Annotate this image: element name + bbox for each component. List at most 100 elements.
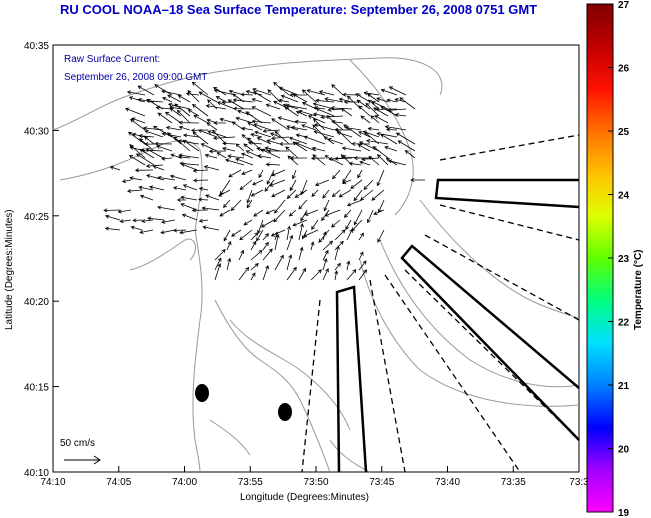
- current-arrow: [271, 189, 286, 198]
- current-arrow: [360, 189, 374, 201]
- current-arrow: [371, 100, 389, 110]
- current-arrow: [314, 179, 330, 187]
- current-arrow: [126, 90, 146, 96]
- current-arrow: [264, 179, 275, 192]
- current-arrow: [346, 199, 363, 207]
- current-arrow: [289, 179, 297, 192]
- current-arrow: [358, 232, 364, 241]
- colorbar-tick-label: 26: [618, 64, 630, 75]
- current-arrow: [394, 98, 407, 103]
- current-arrow: [353, 155, 370, 161]
- current-arrow: [154, 141, 173, 146]
- current-arrow: [313, 130, 335, 138]
- y-tick-label: 40:20: [24, 297, 49, 308]
- current-arrow: [212, 129, 227, 145]
- current-arrow: [177, 95, 191, 103]
- current-arrow: [334, 262, 341, 271]
- current-arrow: [216, 152, 227, 159]
- current-arrow: [278, 98, 290, 103]
- current-arrow: [363, 91, 380, 96]
- current-arrow: [219, 179, 231, 196]
- colorbar-label: Temperature (°C): [633, 250, 644, 331]
- current-arrow: [216, 101, 236, 110]
- current-arrow: [300, 179, 308, 196]
- current-arrow: [267, 148, 290, 153]
- current-arrow: [367, 126, 380, 131]
- current-arrow: [145, 148, 164, 159]
- current-arrow: [350, 179, 363, 189]
- current-arrow: [336, 128, 353, 145]
- current-arrow: [311, 146, 326, 152]
- current-arrow: [298, 246, 304, 261]
- current-arrow: [182, 139, 200, 152]
- current-arrow: [292, 141, 308, 152]
- current-arrow: [167, 94, 182, 103]
- current-arrow: [301, 101, 317, 110]
- current-arrow: [262, 233, 270, 241]
- current-arrow: [399, 97, 416, 110]
- current-arrow: [300, 209, 308, 222]
- current-arrow: [205, 194, 220, 201]
- current-arrow: [161, 89, 182, 96]
- current-arrow: [134, 168, 154, 173]
- current-arrow: [371, 189, 385, 201]
- current-arrow: [346, 95, 362, 110]
- current-arrow: [298, 223, 304, 241]
- current-arrow: [269, 179, 286, 187]
- current-arrow: [147, 216, 165, 221]
- current-arrow: [285, 146, 299, 159]
- current-arrow: [156, 145, 173, 152]
- current-arrow: [267, 89, 281, 103]
- current-arrow: [323, 199, 330, 212]
- current-arrow: [377, 229, 385, 243]
- current-arrow: [312, 154, 326, 166]
- current-arrow: [404, 150, 416, 159]
- annotation-line1: Raw Surface Current:: [64, 54, 160, 65]
- current-arrow: [271, 169, 286, 177]
- current-arrow: [286, 189, 297, 199]
- current-arrow: [271, 136, 290, 141]
- current-arrow: [252, 88, 272, 96]
- current-arrow: [128, 155, 146, 166]
- current-arrow: [117, 209, 132, 214]
- x-tick-label: 73:50: [303, 477, 328, 488]
- current-arrow: [367, 93, 380, 103]
- current-arrow: [243, 219, 253, 226]
- current-arrow: [265, 209, 275, 215]
- colorbar-tick-label: 20: [618, 445, 630, 456]
- current-arrow: [314, 123, 335, 131]
- colorbar-ticks: 27 26 25 24 23 22 21 20 19: [608, 0, 630, 518]
- current-arrow: [266, 139, 281, 145]
- current-arrow: [139, 148, 155, 159]
- current-arrow: [251, 98, 263, 103]
- current-arrow: [128, 131, 146, 145]
- current-arrow: [357, 144, 371, 152]
- current-arrow: [373, 107, 389, 117]
- coastline-contours: [52, 57, 580, 473]
- current-arrow: [312, 124, 326, 138]
- current-arrow: [161, 156, 173, 161]
- current-arrow: [144, 136, 155, 145]
- current-arrow: [289, 92, 307, 98]
- current-arrow: [274, 233, 280, 251]
- current-arrow: [139, 194, 154, 201]
- current-arrow: [273, 209, 286, 223]
- current-arrow: [241, 126, 254, 131]
- y-tick-label: 40:35: [24, 41, 49, 52]
- current-arrow: [343, 209, 352, 218]
- current-arrow: [365, 102, 380, 117]
- current-arrow: [231, 229, 242, 237]
- current-arrow: [306, 89, 326, 96]
- current-arrow: [165, 125, 182, 131]
- current-arrow: [278, 86, 299, 96]
- current-arrow: [274, 231, 279, 241]
- current-arrow: [192, 168, 209, 173]
- current-arrow: [130, 225, 143, 231]
- current-arrow: [139, 229, 154, 234]
- current-arrow: [167, 102, 191, 110]
- current-arrow: [129, 144, 146, 159]
- current-arrow: [198, 218, 209, 223]
- current-arrow: [386, 98, 398, 103]
- colorbar-tick-label: 25: [618, 127, 630, 138]
